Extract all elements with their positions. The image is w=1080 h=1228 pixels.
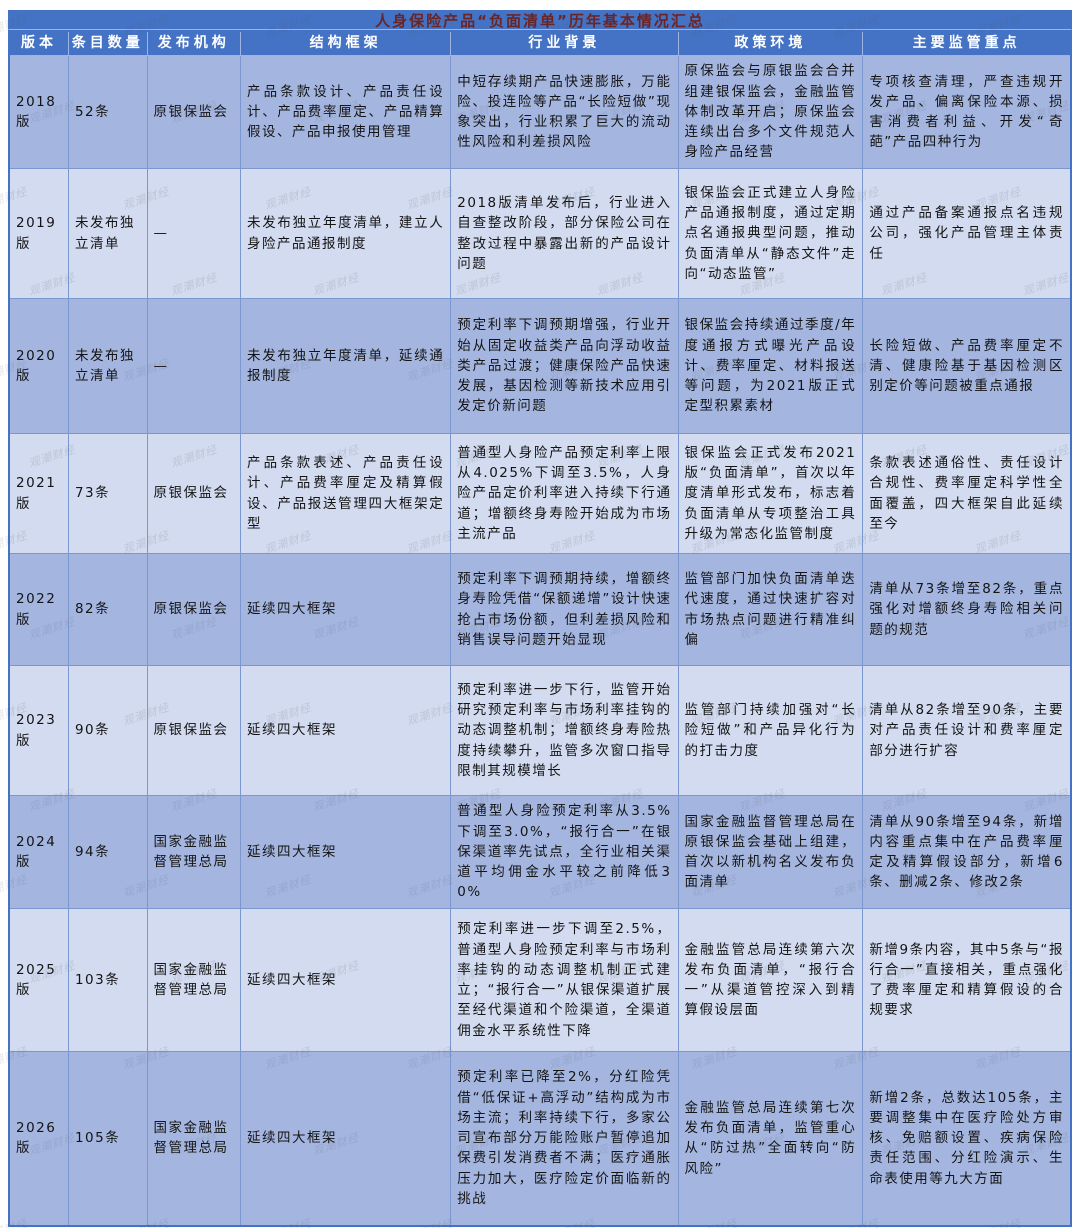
col-header-version: 版本: [8, 30, 69, 56]
table-row-2024: 2024版 94条 国家金融监督管理总局 延续四大框架 普通型人身险预定利率从3…: [8, 795, 1072, 909]
cell-focus: 清单从82条增至90条，主要对产品责任设计和费率厘定部分进行扩容: [862, 665, 1072, 796]
cell-industry: 2018版清单发布后，行业进入自查整改阶段，部分保险公司在整改过程中暴露出新的产…: [450, 168, 679, 299]
cell-industry: 预定利率进一步下调至2.5%，普通型人身险预定利率与市场利率挂钩的动态调整机制正…: [450, 908, 679, 1052]
summary-sheet: 人身保险产品“负面清单”历年基本情况汇总 版本 条目数量 发布机构 结构框架 行…: [8, 10, 1072, 1227]
col-header-count: 条目数量: [67, 30, 148, 56]
cell-agency: 国家金融监督管理总局: [146, 795, 242, 909]
cell-count: 52条: [67, 55, 148, 169]
cell-industry: 普通型人身险产品预定利率上限从4.025%下调至3.5%，人身险产品定价利率进入…: [450, 433, 679, 554]
cell-version: 2023版: [8, 665, 69, 796]
cell-agency: 原银保监会: [146, 665, 242, 796]
cell-focus: 通过产品备案通报点名违规公司，强化产品管理主体责任: [862, 168, 1072, 299]
cell-policy: 银保监会正式发布2021版“负面清单”，首次以年度清单形式发布，标志着负面清单从…: [677, 433, 864, 554]
col-header-policy: 政策环境: [677, 30, 864, 56]
cell-framework: 未发布独立年度清单，建立人身险产品通报制度: [239, 168, 452, 299]
cell-industry: 中短存续期产品快速膨胀，万能险、投连险等产品“长险短做”现象突出，行业积累了巨大…: [450, 55, 679, 169]
cell-count: 未发布独立清单: [67, 168, 148, 299]
cell-industry: 普通型人身险预定利率从3.5%下调至3.0%，“报行合一”在银保渠道率先试点，全…: [450, 795, 679, 909]
cell-policy: 监管部门持续加强对“长险短做”和产品异化行为的打击力度: [677, 665, 864, 796]
cell-agency: 原银保监会: [146, 55, 242, 169]
cell-policy: 银保监会正式建立人身险产品通报制度，通过定期点名通报典型问题，推动负面清单从“静…: [677, 168, 864, 299]
cell-framework: 延续四大框架: [239, 908, 452, 1052]
cell-count: 82条: [67, 553, 148, 666]
cell-count: 90条: [67, 665, 148, 796]
cell-policy: 银保监会持续通过季度/年度通报方式曝光产品设计、费率厘定、材料报送等问题，为20…: [677, 298, 864, 434]
cell-version: 2019版: [8, 168, 69, 299]
cell-industry: 预定利率进一步下行，监管开始研究预定利率与市场利率挂钩的动态调整机制；增额终身寿…: [450, 665, 679, 796]
cell-agency: —: [146, 168, 242, 299]
cell-focus: 长险短做、产品费率厘定不清、健康险基于基因检测区别定价等问题被重点通报: [862, 298, 1072, 434]
cell-count: 73条: [67, 433, 148, 554]
col-header-agency: 发布机构: [146, 30, 242, 56]
table-row-2021: 2021版 73条 原银保监会 产品条款表述、产品责任设计、产品费率厘定及精算假…: [8, 433, 1072, 554]
cell-version: 2024版: [8, 795, 69, 909]
page-title: 人身保险产品“负面清单”历年基本情况汇总: [8, 10, 1072, 30]
table-row-2019: 2019版 未发布独立清单 — 未发布独立年度清单，建立人身险产品通报制度 20…: [8, 168, 1072, 299]
negative-list-table: 版本 条目数量 发布机构 结构框架 行业背景 政策环境 主要监管重点 2018版…: [8, 30, 1072, 1227]
cell-agency: 原银保监会: [146, 433, 242, 554]
col-header-focus: 主要监管重点: [862, 30, 1072, 56]
cell-version: 2018版: [8, 55, 69, 169]
table-row-2023: 2023版 90条 原银保监会 延续四大框架 预定利率进一步下行，监管开始研究预…: [8, 665, 1072, 796]
cell-policy: 金融监管总局连续第七次发布负面清单，监管重心从“防过热”全面转向“防风险”: [677, 1051, 864, 1226]
cell-focus: 清单从73条增至82条，重点强化对增额终身寿险相关问题的规范: [862, 553, 1072, 666]
cell-policy: 原保监会与原银监会合并组建银保监会，金融监管体制改革开启；原保监会连续出台多个文…: [677, 55, 864, 169]
cell-policy: 监管部门加快负面清单迭代速度，通过快速扩容对市场热点问题进行精准纠偏: [677, 553, 864, 666]
cell-agency: 国家金融监督管理总局: [146, 908, 242, 1052]
cell-framework: 延续四大框架: [239, 553, 452, 666]
cell-framework: 延续四大框架: [239, 665, 452, 796]
header-row: 版本 条目数量 发布机构 结构框架 行业背景 政策环境 主要监管重点: [8, 30, 1072, 56]
cell-industry: 预定利率下调预期增强，行业开始从固定收益类产品向浮动收益类产品过渡；健康保险产品…: [450, 298, 679, 434]
cell-agency: —: [146, 298, 242, 434]
cell-version: 2022版: [8, 553, 69, 666]
cell-policy: 金融监管总局连续第六次发布负面清单，“报行合一”从渠道管控深入到精算假设层面: [677, 908, 864, 1052]
col-header-framework: 结构框架: [239, 30, 452, 56]
cell-agency: 国家金融监督管理总局: [146, 1051, 242, 1226]
cell-version: 2020版: [8, 298, 69, 434]
cell-count: 未发布独立清单: [67, 298, 148, 434]
cell-count: 105条: [67, 1051, 148, 1226]
cell-framework: 延续四大框架: [239, 795, 452, 909]
cell-framework: 产品条款表述、产品责任设计、产品费率厘定及精算假设、产品报送管理四大框架定型: [239, 433, 452, 554]
cell-version: 2025版: [8, 908, 69, 1052]
cell-version: 2021版: [8, 433, 69, 554]
cell-framework: 未发布独立年度清单，延续通报制度: [239, 298, 452, 434]
table-row-2025: 2025版 103条 国家金融监督管理总局 延续四大框架 预定利率进一步下调至2…: [8, 908, 1072, 1052]
cell-policy: 国家金融监督管理总局在原银保监会基础上组建，首次以新机构名义发布负面清单: [677, 795, 864, 909]
table-row-2020: 2020版 未发布独立清单 — 未发布独立年度清单，延续通报制度 预定利率下调预…: [8, 298, 1072, 434]
cell-industry: 预定利率下调预期持续，增额终身寿险凭借“保额递增”设计快速抢占市场份额，但利差损…: [450, 553, 679, 666]
cell-focus: 新增9条内容，其中5条与“报行合一”直接相关，重点强化了费率厘定和精算假设的合规…: [862, 908, 1072, 1052]
cell-version: 2026版: [8, 1051, 69, 1226]
col-header-industry: 行业背景: [450, 30, 679, 56]
table-row-2022: 2022版 82条 原银保监会 延续四大框架 预定利率下调预期持续，增额终身寿险…: [8, 553, 1072, 666]
table-row-2018: 2018版 52条 原银保监会 产品条款设计、产品责任设计、产品费率厘定、产品精…: [8, 55, 1072, 169]
cell-focus: 清单从90条增至94条，新增内容重点集中在产品费率厘定及精算假设部分，新增6条、…: [862, 795, 1072, 909]
cell-count: 103条: [67, 908, 148, 1052]
cell-count: 94条: [67, 795, 148, 909]
cell-focus: 新增2条，总数达105条，主要调整集中在医疗险处方审核、免赔额设置、疾病保险责任…: [862, 1051, 1072, 1226]
cell-focus: 专项核查清理，严查违规开发产品、偏离保险本源、损害消费者利益、开发“奇葩”产品四…: [862, 55, 1072, 169]
table-row-2026: 2026版 105条 国家金融监督管理总局 延续四大框架 预定利率已降至2%，分…: [8, 1051, 1072, 1226]
cell-industry: 预定利率已降至2%，分红险凭借“低保证+高浮动”结构成为市场主流；利率持续下行，…: [450, 1051, 679, 1226]
cell-framework: 产品条款设计、产品责任设计、产品费率厘定、产品精算假设、产品申报使用管理: [239, 55, 452, 169]
cell-agency: 原银保监会: [146, 553, 242, 666]
cell-framework: 延续四大框架: [239, 1051, 452, 1226]
cell-focus: 条款表述通俗性、责任设计合规性、费率厘定科学性全面覆盖，四大框架自此延续至今: [862, 433, 1072, 554]
